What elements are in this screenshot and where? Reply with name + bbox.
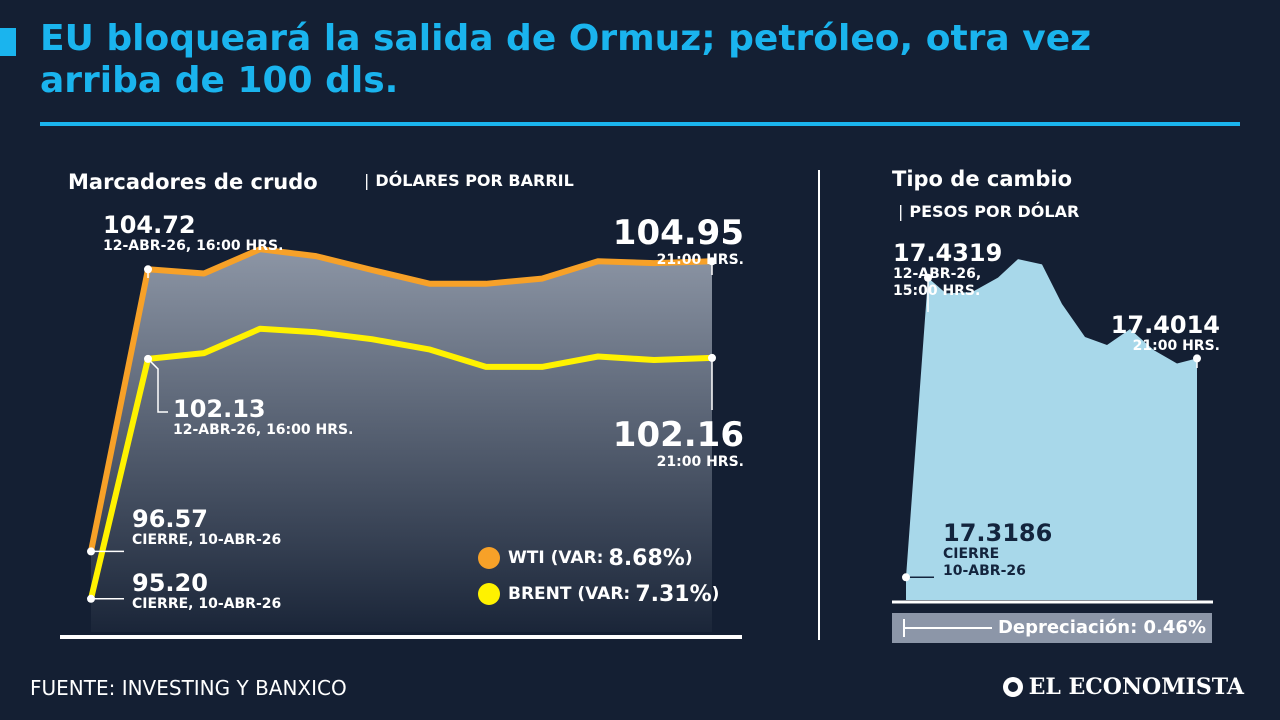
fx-area-fill: [906, 259, 1197, 600]
fx-end-value: 17.4014: [1110, 311, 1220, 339]
fx-close-point: [902, 573, 910, 582]
legend-brent-close: ): [711, 584, 720, 604]
brand-name: EL ECONOMISTA: [1028, 674, 1244, 700]
section-divider: [818, 170, 820, 640]
fx-end-point: [1193, 354, 1201, 363]
wti-end-date: 21:00 HRS.: [656, 252, 744, 268]
fx-close-value: 17.3186: [943, 519, 1053, 547]
wti-close-point: [87, 547, 95, 556]
fx-chart-unit: | PESOS POR DÓLAR: [898, 202, 1080, 221]
crude-legend: WTI (VAR: 8.68%) BRENT (VAR: 7.31%): [478, 540, 719, 612]
legend-brent-name: BRENT (VAR:: [508, 584, 631, 604]
fx-chart-title: Tipo de cambio: [892, 167, 1073, 191]
page-title: EU bloqueará la salida de Ormuz; petróle…: [40, 18, 1092, 101]
wti-start-point: [144, 265, 152, 274]
crude-area-fill: [91, 249, 712, 632]
fx-close-date-1: CIERRE: [943, 546, 1000, 562]
wti-start-value: 104.72: [103, 211, 196, 239]
title-accent-bar: [0, 28, 16, 56]
brent-series-line: [88, 325, 713, 600]
legend-wti-close: ): [684, 548, 693, 568]
brent-end-value: 102.16: [612, 415, 744, 455]
brent-start-leader: [147, 358, 168, 413]
legend-item-wti: WTI (VAR: 8.68%): [478, 540, 719, 576]
fx-start-date-1: 12-ABR-26,: [893, 266, 982, 282]
crude-unit-text: DÓLARES POR BARRIL: [375, 171, 574, 190]
wti-close-value: 96.57: [132, 505, 208, 533]
wti-end-point: [708, 257, 716, 266]
legend-item-brent: BRENT (VAR: 7.31%): [478, 576, 719, 612]
brent-close-point: [87, 594, 95, 603]
wti-end-value: 104.95: [612, 213, 744, 253]
title-divider: [40, 122, 1240, 126]
depreciation-label: Depreciación:: [997, 617, 1138, 638]
brent-start-label: 102.13 12-ABR-26, 16:00 HRS.: [173, 396, 353, 439]
fx-start-label: 17.4319 12-ABR-26, 15:00 HRS.: [893, 240, 1002, 300]
brent-end-point: [708, 353, 716, 362]
fx-start-point: [924, 273, 932, 282]
brent-close-label: 95.20 CIERRE, 10-ABR-26: [132, 570, 281, 613]
depreciation-value: 0.46%: [1143, 617, 1206, 638]
wti-start-date: 12-ABR-26, 16:00 HRS.: [103, 238, 284, 254]
fx-start-date-2: 15:00 HRS.: [893, 283, 981, 299]
crude-chart: [60, 246, 742, 639]
wti-close-date: CIERRE, 10-ABR-26: [132, 532, 282, 548]
brent-close-value: 95.20: [132, 569, 208, 597]
wti-start-label: 104.72 12-ABR-26, 16:00 HRS.: [103, 212, 283, 255]
fx-start-value: 17.4319: [893, 239, 1003, 267]
crude-chart-unit: | DÓLARES POR BARRIL: [364, 171, 574, 190]
fx-close-date-2: 10-ABR-26: [943, 563, 1026, 579]
fx-chart: [892, 259, 1213, 604]
brent-close-date: CIERRE, 10-ABR-26: [132, 596, 282, 612]
legend-wti-name: WTI (VAR:: [508, 548, 604, 568]
brand-icon: [1002, 677, 1023, 697]
brent-end-date: 21:00 HRS.: [656, 454, 744, 470]
fx-close-label: 17.3186 CIERRE 10-ABR-26: [943, 520, 1052, 580]
brent-start-point: [144, 354, 152, 363]
depreciation-box: Depreciación: 0.46%: [892, 613, 1212, 643]
brent-end-label: 102.16 21:00 HRS.: [560, 416, 744, 471]
legend-brent-pct: 7.31%: [635, 581, 712, 607]
depreciation-text: Depreciación: 0.46%: [991, 617, 1206, 638]
wti-end-label: 104.95 21:00 HRS.: [560, 214, 744, 269]
fx-end-date: 21:00 HRS.: [1132, 338, 1220, 354]
wti-close-label: 96.57 CIERRE, 10-ABR-26: [132, 506, 281, 549]
legend-wti-pct: 8.68%: [608, 545, 685, 571]
brent-swatch: [478, 583, 500, 605]
brent-start-value: 102.13: [173, 395, 266, 423]
wti-swatch: [478, 547, 500, 569]
fx-unit-text: PESOS POR DÓLAR: [909, 202, 1080, 221]
source-note: FUENTE: INVESTING Y BANXICO: [30, 676, 347, 700]
brent-start-date: 12-ABR-26, 16:00 HRS.: [173, 422, 354, 438]
brand-logo: EL ECONOMISTA: [1002, 674, 1244, 700]
crude-chart-title: Marcadores de crudo: [68, 170, 318, 194]
fx-end-label: 17.4014 21:00 HRS.: [1040, 312, 1220, 355]
wti-series-line: [88, 246, 713, 552]
